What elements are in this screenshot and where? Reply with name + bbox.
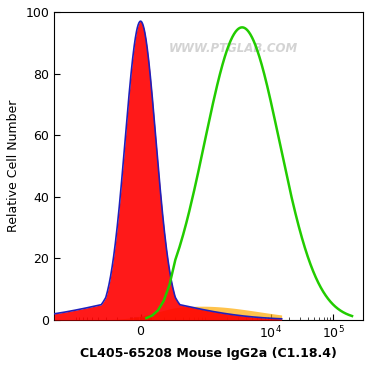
Y-axis label: Relative Cell Number: Relative Cell Number [7,100,20,232]
Text: WWW.PTGLAB.COM: WWW.PTGLAB.COM [169,43,298,55]
X-axis label: CL405-65208 Mouse IgG2a (C1.18.4): CL405-65208 Mouse IgG2a (C1.18.4) [80,347,337,360]
